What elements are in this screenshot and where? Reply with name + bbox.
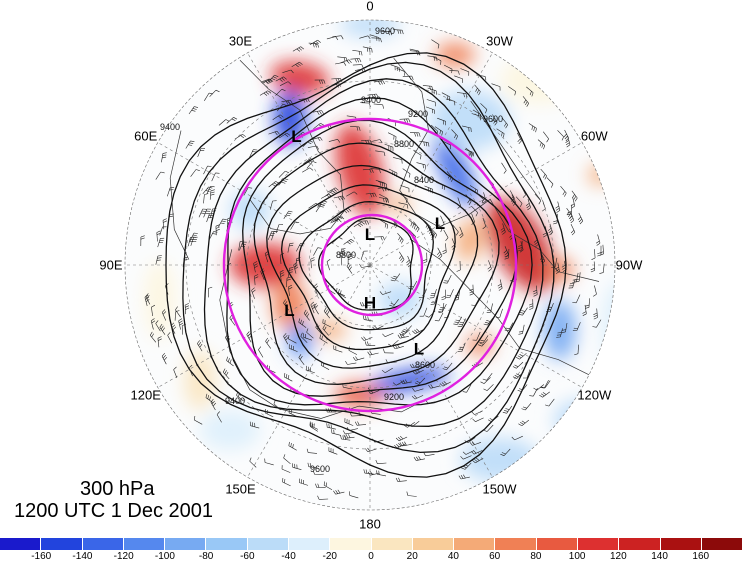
contour-label: 8800 xyxy=(394,139,414,149)
anomaly-blob xyxy=(554,400,606,440)
pressure-center-label: L xyxy=(291,127,301,146)
colorbar-swatch xyxy=(165,538,206,550)
contour-label: 8400 xyxy=(414,175,434,185)
colorbar-swatch xyxy=(0,538,41,550)
colorbar-swatch xyxy=(578,538,619,550)
longitude-label: 150E xyxy=(225,483,255,496)
anomaly-blob xyxy=(500,56,580,104)
longitude-label: 0 xyxy=(366,0,373,13)
colorbar xyxy=(0,538,742,550)
contour-label: 9200 xyxy=(408,109,428,119)
anomaly-blob xyxy=(546,258,574,282)
contour-label: 9200 xyxy=(384,392,404,402)
anomaly-blob xyxy=(588,165,612,185)
pressure-center-label: L xyxy=(435,214,445,233)
contour-label: 9400 xyxy=(225,396,245,406)
colorbar-swatch xyxy=(495,538,536,550)
colorbar-swatch xyxy=(454,538,495,550)
longitude-label: 60E xyxy=(134,129,157,142)
anomaly-blob xyxy=(200,410,260,450)
pressure-center-label: L xyxy=(414,339,424,358)
contour-label: 9600 xyxy=(483,114,503,124)
longitude-label: 120E xyxy=(131,388,161,401)
pressure-center-label: L xyxy=(284,301,294,320)
longitude-label: 120W xyxy=(577,388,611,401)
anomaly-blob xyxy=(602,280,638,380)
colorbar-swatch xyxy=(330,538,371,550)
contour-label: 8600 xyxy=(415,360,435,370)
contour-label: 9600 xyxy=(375,26,395,36)
level-label: 300 hPa xyxy=(80,478,155,500)
anomaly-blob xyxy=(184,350,216,410)
colorbar-swatch xyxy=(537,538,578,550)
time-label: 1200 UTC 1 Dec 2001 xyxy=(14,500,213,522)
colorbar-swatch xyxy=(83,538,124,550)
contour-label: 8800 xyxy=(336,250,356,260)
longitude-label: 180 xyxy=(359,518,381,531)
longitude-label: 60W xyxy=(581,129,608,142)
longitude-label: 30W xyxy=(486,34,513,47)
colorbar-swatch xyxy=(289,538,330,550)
longitude-label: 90E xyxy=(99,259,122,272)
colorbar-swatch xyxy=(661,538,702,550)
longitude-label: 90W xyxy=(616,259,643,272)
longitude-label: 150W xyxy=(483,483,517,496)
contour-label: 9600 xyxy=(310,464,330,474)
colorbar-swatch xyxy=(124,538,165,550)
pressure-center-label: H xyxy=(364,294,376,313)
colorbar-swatch xyxy=(41,538,82,550)
colorbar-swatch xyxy=(702,538,742,550)
colorbar-swatch xyxy=(372,538,413,550)
colorbar-swatch xyxy=(248,538,289,550)
contour-label: 9400 xyxy=(361,95,381,105)
pressure-center-label: L xyxy=(365,225,375,244)
colorbar-swatch xyxy=(206,538,247,550)
colorbar-swatch xyxy=(413,538,454,550)
longitude-label: 30E xyxy=(229,34,252,47)
colorbar-swatch xyxy=(619,538,660,550)
